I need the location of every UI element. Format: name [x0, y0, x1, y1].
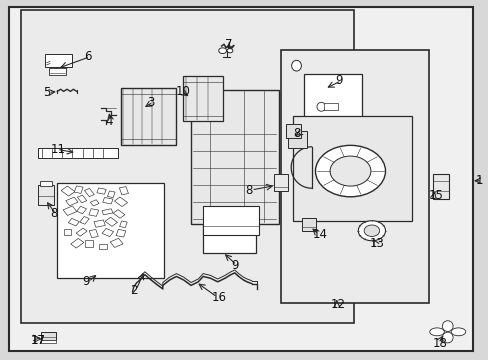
Bar [120, 88, 176, 145]
Bar [68, 219, 79, 226]
Bar [203, 206, 259, 235]
Text: 6: 6 [84, 50, 91, 63]
Circle shape [315, 145, 385, 197]
Ellipse shape [442, 332, 452, 343]
Bar [94, 220, 105, 227]
Bar [301, 218, 316, 231]
Text: 9: 9 [82, 275, 90, 288]
Bar [99, 244, 107, 249]
Circle shape [329, 156, 370, 186]
Bar [63, 229, 71, 235]
Bar [113, 210, 124, 218]
Text: 4: 4 [105, 114, 112, 127]
Text: 16: 16 [211, 291, 226, 304]
Bar [76, 228, 87, 236]
Ellipse shape [450, 328, 465, 336]
Bar [41, 332, 56, 340]
Circle shape [358, 221, 385, 241]
Bar [21, 10, 353, 323]
Text: 2: 2 [130, 284, 138, 297]
Ellipse shape [442, 321, 452, 332]
Bar [102, 229, 113, 237]
Bar [292, 116, 411, 221]
Text: 8: 8 [292, 127, 300, 140]
Bar [85, 240, 93, 247]
Ellipse shape [316, 102, 325, 111]
Bar [432, 174, 448, 199]
Bar [107, 191, 115, 198]
Bar [89, 209, 99, 216]
Bar [65, 197, 78, 206]
Bar [105, 217, 117, 226]
Bar [281, 50, 428, 303]
Text: 17: 17 [30, 334, 45, 347]
Text: 17: 17 [30, 334, 45, 347]
Bar [89, 229, 98, 238]
Text: 7: 7 [224, 39, 232, 51]
Bar [120, 221, 127, 228]
Bar [191, 90, 278, 224]
Bar [71, 238, 83, 248]
Bar [49, 68, 66, 75]
Bar [203, 201, 255, 253]
Ellipse shape [291, 60, 301, 71]
Bar [40, 181, 52, 186]
Circle shape [218, 48, 226, 54]
Bar [45, 54, 72, 67]
Bar [80, 216, 89, 224]
Bar [102, 209, 113, 215]
Bar [84, 188, 94, 197]
Bar [116, 229, 125, 237]
Circle shape [226, 49, 232, 53]
Bar [102, 198, 113, 204]
Bar [74, 186, 83, 193]
Bar [304, 74, 361, 127]
Text: 14: 14 [312, 228, 327, 241]
Text: 11: 11 [51, 143, 66, 156]
Bar [110, 238, 123, 247]
Text: 8: 8 [50, 207, 57, 220]
Bar [114, 197, 127, 207]
Circle shape [364, 225, 379, 237]
Bar [324, 103, 337, 111]
Bar [97, 188, 106, 194]
Bar [77, 195, 87, 203]
Bar [38, 148, 118, 158]
Text: 8: 8 [245, 184, 252, 197]
Bar [38, 185, 54, 205]
Text: 13: 13 [369, 237, 384, 250]
Text: 9: 9 [335, 74, 342, 87]
Text: 18: 18 [432, 337, 447, 350]
Bar [77, 206, 86, 214]
Text: 3: 3 [147, 96, 154, 109]
Text: 5: 5 [42, 86, 50, 99]
Ellipse shape [429, 328, 444, 336]
Bar [287, 131, 306, 148]
Bar [63, 206, 77, 216]
Text: 9: 9 [230, 258, 238, 271]
Bar [286, 123, 300, 138]
Bar [273, 174, 287, 192]
Text: 12: 12 [330, 298, 346, 311]
Bar [119, 186, 128, 195]
Text: 10: 10 [175, 85, 190, 98]
Bar [41, 340, 56, 343]
Bar [90, 200, 99, 206]
Text: 15: 15 [427, 189, 442, 202]
Bar [183, 76, 222, 121]
Text: 1: 1 [475, 174, 483, 187]
Bar [61, 186, 75, 196]
Bar [57, 183, 164, 278]
